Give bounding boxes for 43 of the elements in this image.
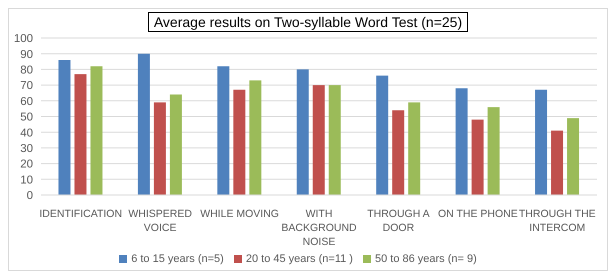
- bar: [138, 54, 150, 195]
- legend-label: 20 to 45 years (n=11 ): [246, 253, 353, 265]
- y-tick-label: 50: [20, 112, 33, 124]
- bar: [328, 85, 341, 195]
- x-tick-label: WHILE MOVING: [200, 208, 279, 220]
- x-tick-label: WHISPERED VOICE: [128, 208, 192, 234]
- chart-title: Average results on Two-syllable Word Test (n=25): [148, 12, 468, 32]
- bar: [296, 69, 309, 195]
- legend-label: 6 to 15 years (n=5): [131, 253, 224, 265]
- bar: [392, 110, 404, 195]
- bar: [74, 74, 86, 195]
- bar: [456, 88, 468, 195]
- bar: [408, 102, 420, 195]
- bar: [376, 76, 388, 195]
- x-tick-label: ON THE PHONE: [438, 208, 518, 220]
- bar: [249, 80, 262, 195]
- bar: [233, 90, 246, 195]
- x-tick-label: IDENTIFICATION: [39, 208, 122, 220]
- x-tick-label: THROUGH A DOOR: [367, 208, 430, 234]
- y-tick-label: 10: [20, 174, 33, 186]
- y-tick-label: 90: [20, 48, 33, 61]
- legend-label: 50 to 86 years (n= 9): [374, 253, 477, 265]
- bar: [170, 94, 182, 195]
- bar: [154, 102, 166, 195]
- bar: [488, 107, 500, 195]
- y-tick-label: 100: [14, 33, 33, 46]
- bar: [535, 90, 548, 195]
- bar: [567, 118, 580, 195]
- bar: [312, 85, 325, 195]
- x-tick-label: THROUGH THE INTERCOM: [518, 208, 596, 234]
- y-tick-label: 0: [26, 190, 33, 202]
- y-tick-label: 60: [20, 96, 33, 108]
- bar: [551, 130, 564, 195]
- bar: [217, 66, 230, 195]
- y-tick-label: 30: [20, 142, 33, 155]
- bar: [472, 120, 484, 195]
- y-tick-label: 80: [20, 64, 33, 76]
- y-tick-label: 40: [20, 127, 33, 140]
- bar: [90, 66, 102, 195]
- y-tick-label: 70: [20, 80, 33, 92]
- bar: [58, 60, 70, 195]
- y-tick-label: 20: [20, 158, 33, 171]
- x-tick-label: WITH BACKGROUND NOISE: [281, 208, 358, 248]
